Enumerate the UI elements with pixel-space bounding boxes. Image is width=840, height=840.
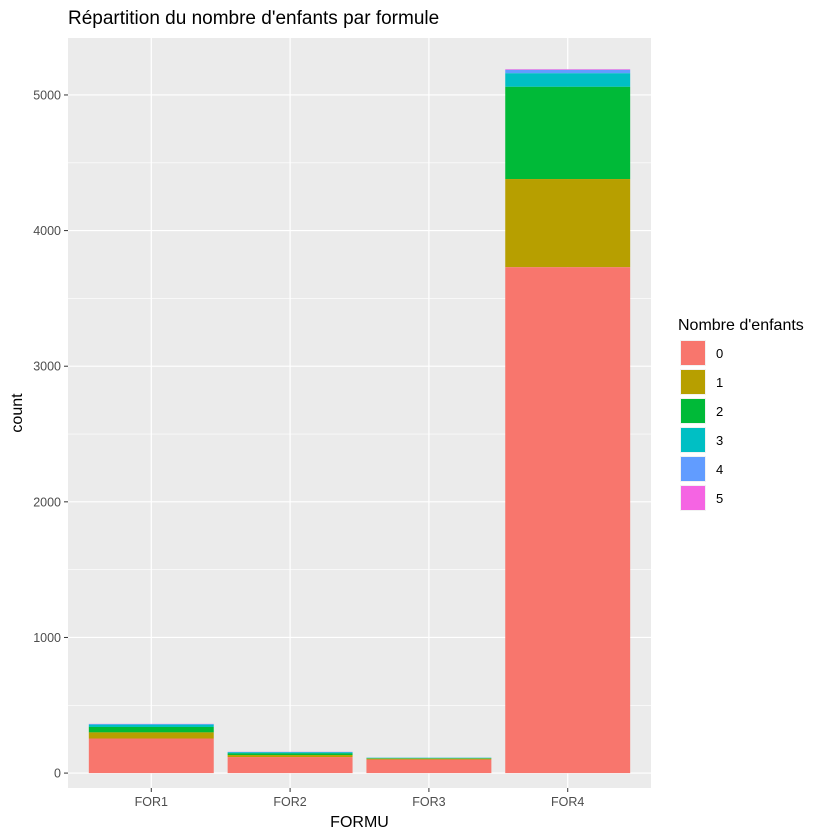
bar-FOR3-enfants-1 (366, 758, 492, 760)
y-tick-label: 0 (54, 767, 61, 781)
bar-FOR3-enfants-0 (366, 759, 492, 774)
legend: Nombre d'enfants 0 1 2 3 4 5 (678, 317, 804, 511)
y-tick-label: 3000 (33, 360, 61, 374)
bar-FOR3-enfants-2 (366, 758, 492, 759)
y-tick-label: 4000 (33, 224, 61, 238)
bar-FOR1-enfants-2 (88, 726, 214, 733)
legend-label-3: 3 (716, 433, 723, 448)
legend-swatch-4 (681, 457, 705, 481)
bar-FOR4-enfants-4 (505, 69, 631, 74)
legend-label-2: 2 (716, 404, 723, 419)
legend-label-4: 4 (716, 462, 723, 477)
y-tick-label: 5000 (33, 88, 61, 102)
y-tick-label: 1000 (33, 631, 61, 645)
y-tick-label: 2000 (33, 495, 61, 509)
bar-FOR2-enfants-3 (227, 752, 353, 754)
bar-FOR1-enfants-1 (88, 732, 214, 739)
legend-title: Nombre d'enfants (678, 317, 804, 334)
x-axis-title: FORMU (330, 814, 389, 831)
legend-label-5: 5 (716, 491, 723, 506)
legend-swatch-2 (681, 399, 705, 423)
y-axis-title: count (9, 393, 26, 433)
chart-title: Répartition du nombre d'enfants par form… (68, 8, 439, 29)
x-tick-label: FOR1 (135, 795, 168, 809)
legend-swatch-3 (681, 428, 705, 452)
x-tick-label: FOR3 (412, 795, 445, 809)
bar-FOR4-enfants-0 (505, 267, 631, 774)
bar-FOR2-enfants-1 (227, 755, 353, 758)
legend-swatch-0 (681, 341, 705, 365)
legend-label-0: 0 (716, 346, 723, 361)
bars (88, 69, 631, 774)
legend-swatch-1 (681, 370, 705, 394)
legend-swatch-5 (681, 486, 705, 510)
bar-FOR2-enfants-0 (227, 757, 353, 774)
bar-FOR2-enfants-2 (227, 753, 353, 756)
bar-FOR4-enfants-5 (505, 69, 631, 70)
bar-FOR4-enfants-2 (505, 86, 631, 180)
x-tick-label: FOR4 (551, 795, 584, 809)
bar-FOR1-enfants-3 (88, 724, 214, 727)
x-axis: FOR1 FOR2 FOR3 FOR4 (135, 788, 584, 809)
y-axis: 0 1000 2000 3000 4000 5000 (33, 88, 68, 781)
bar-FOR1-enfants-0 (88, 738, 214, 774)
bar-FOR4-enfants-1 (505, 179, 631, 268)
x-tick-label: FOR2 (273, 795, 306, 809)
bar-FOR1-enfants-4 (88, 723, 214, 725)
bar-FOR4-enfants-3 (505, 73, 631, 87)
legend-items: 0 1 2 3 4 5 (680, 340, 723, 511)
legend-label-1: 1 (716, 375, 723, 390)
